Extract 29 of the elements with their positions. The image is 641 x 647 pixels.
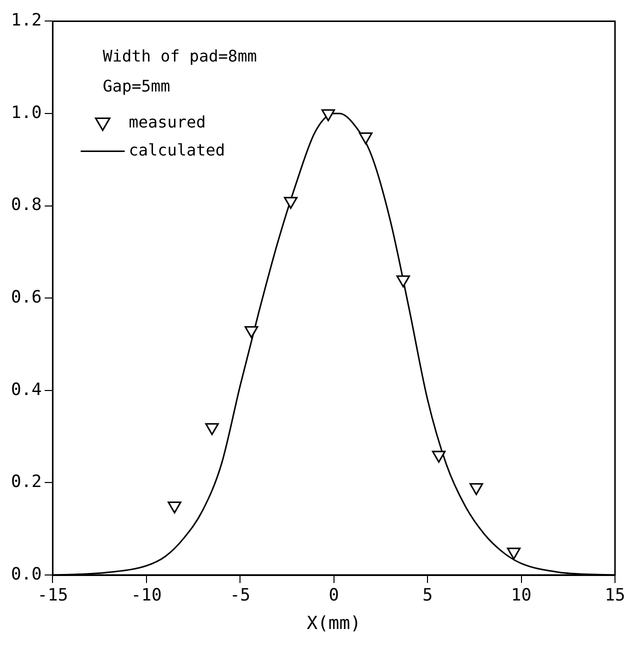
y-tick-label: 0.0 xyxy=(10,564,42,584)
point xyxy=(205,423,219,436)
x-tick-label: -15 xyxy=(37,586,68,606)
point xyxy=(396,275,410,288)
point xyxy=(506,548,521,560)
x-tick-label: -5 xyxy=(230,586,250,606)
annotation: Gap=5mm xyxy=(102,76,170,96)
x-tick-label: 15 xyxy=(604,586,626,606)
legend-label: calculated xyxy=(128,140,226,160)
x-axis-title: X(mm) xyxy=(306,612,361,634)
point xyxy=(168,502,182,514)
point xyxy=(321,109,336,122)
annotation: Width of pad=8mm xyxy=(102,46,257,66)
y-tick-label: 0.8 xyxy=(10,195,42,216)
point xyxy=(284,196,298,209)
y-tick-label: 1.2 xyxy=(10,10,42,31)
point xyxy=(244,326,258,338)
point xyxy=(469,483,484,496)
point xyxy=(358,132,373,144)
point xyxy=(432,450,446,463)
x-tick-label: 10 xyxy=(511,586,532,606)
legend-label: measured xyxy=(128,112,206,132)
x-tick-label: -10 xyxy=(131,586,162,606)
y-tick-label: 0.6 xyxy=(10,288,42,308)
x-tick-label: 5 xyxy=(422,586,433,606)
x-tick-label: 0 xyxy=(328,586,339,606)
y-tick-label: 1.0 xyxy=(10,102,42,123)
y-tick-label: 0.4 xyxy=(10,380,42,400)
y-tick-label: 0.2 xyxy=(10,472,42,492)
